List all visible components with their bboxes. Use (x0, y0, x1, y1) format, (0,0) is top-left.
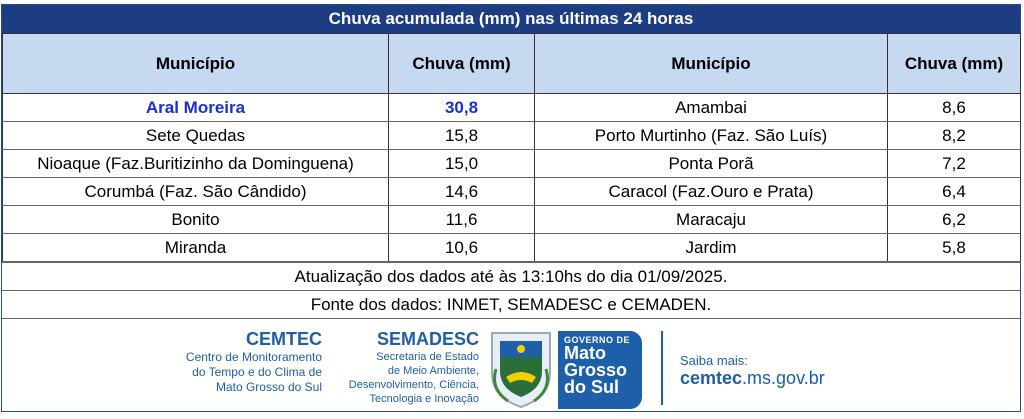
chuva-cell: 10,6 (388, 233, 535, 262)
chuva-cell: 15,0 (388, 149, 535, 178)
header-municipio-2: Município (534, 33, 888, 94)
cemtec-line-1: Centro de Monitoramento (185, 350, 322, 364)
saiba-mais-block: Saiba mais: cemtec.ms.gov.br (680, 353, 825, 389)
semadesc-line-1: Secretaria de Estado (376, 351, 479, 363)
table-row: Sete Quedas 15,8 Porto Murtinho (Faz. Sã… (2, 121, 1021, 150)
table-header-row: Município Chuva (mm) Município Chuva (mm… (2, 33, 1021, 94)
chuva-cell: 30,8 (388, 93, 535, 122)
semadesc-line-2: de Meio Ambiente, (387, 365, 479, 377)
gov-small-label: GOVERNO DE (564, 335, 631, 345)
update-note: Atualização dos dados até às 13:10hs do … (2, 262, 1020, 290)
chuva-cell: 11,6 (388, 205, 535, 234)
semadesc-logo: SEMADESC Secretaria de Estado de Meio Am… (337, 329, 479, 406)
table-row: Aral Moreira 30,8 Amambai 8,6 (2, 93, 1021, 122)
header-chuva-2: Chuva (mm) (887, 33, 1021, 94)
gov-line-2: Grosso (564, 360, 628, 380)
municipio-cell: Maracaju (534, 205, 888, 234)
header-chuva-1: Chuva (mm) (388, 33, 535, 94)
header-municipio-1: Município (2, 33, 389, 94)
government-logo: GOVERNO DE Mato Grosso do Sul (558, 331, 642, 409)
cemtec-line-3: Mato Grosso do Sul (215, 380, 322, 394)
source-note: Fonte dos dados: INMET, SEMADESC e CEMAD… (2, 290, 1020, 318)
saiba-mais-label: Saiba mais: (680, 353, 748, 368)
cemtec-brand: CEMTEC (246, 329, 322, 349)
municipio-cell: Ponta Porã (534, 149, 888, 178)
footer-divider (661, 331, 663, 405)
semadesc-line-4: Tecnologia e Inovação (369, 393, 479, 405)
gov-line-1: Mato (564, 343, 606, 363)
state-coat-of-arms-icon (491, 332, 551, 409)
table-row: Miranda 10,6 Jardim 5,8 (2, 233, 1021, 262)
chuva-cell: 6,4 (887, 177, 1021, 206)
municipio-cell: Corumbá (Faz. São Cândido) (2, 177, 389, 206)
municipio-cell: Jardim (534, 233, 888, 262)
municipio-cell: Porto Murtinho (Faz. São Luís) (534, 121, 888, 150)
rain-report-card: Chuva acumulada (mm) nas últimas 24 hora… (1, 4, 1021, 412)
chuva-cell: 8,6 (887, 93, 1021, 122)
table-row: Bonito 11,6 Maracaju 6,2 (2, 205, 1021, 234)
website-bold: cemtec (680, 368, 743, 388)
municipio-cell: Caracol (Faz.Ouro e Prata) (534, 177, 888, 206)
cemtec-line-2: do Tempo e do Clima de (192, 365, 322, 379)
municipio-cell: Aral Moreira (2, 93, 389, 122)
chuva-cell: 6,2 (887, 205, 1021, 234)
table-row: Corumbá (Faz. São Cândido) 14,6 Caracol … (2, 177, 1021, 206)
website-rest: .ms.gov.br (742, 368, 825, 388)
cemtec-website-link[interactable]: cemtec.ms.gov.br (680, 368, 825, 389)
semadesc-line-3: Desenvolvimento, Ciência, (348, 379, 479, 391)
chuva-cell: 15,8 (388, 121, 535, 150)
municipio-cell: Bonito (2, 205, 389, 234)
footer-logos: CEMTEC Centro de Monitoramento do Tempo … (2, 318, 1020, 419)
chuva-cell: 7,2 (887, 149, 1021, 178)
semadesc-brand: SEMADESC (376, 329, 479, 349)
chuva-cell: 8,2 (887, 121, 1021, 150)
municipio-cell: Amambai (534, 93, 888, 122)
municipio-cell: Miranda (2, 233, 389, 262)
municipio-cell: Nioaque (Faz.Buritizinho da Dominguena) (2, 149, 389, 178)
chuva-cell: 14,6 (388, 177, 535, 206)
cemtec-logo: CEMTEC Centro de Monitoramento do Tempo … (152, 329, 322, 395)
chuva-cell: 5,8 (887, 233, 1021, 262)
table-row: Nioaque (Faz.Buritizinho da Dominguena) … (2, 149, 1021, 178)
gov-line-3: do Sul (564, 377, 619, 397)
report-title: Chuva acumulada (mm) nas últimas 24 hora… (2, 5, 1020, 33)
municipio-cell: Sete Quedas (2, 121, 389, 150)
rain-table: Município Chuva (mm) Município Chuva (mm… (2, 33, 1021, 262)
